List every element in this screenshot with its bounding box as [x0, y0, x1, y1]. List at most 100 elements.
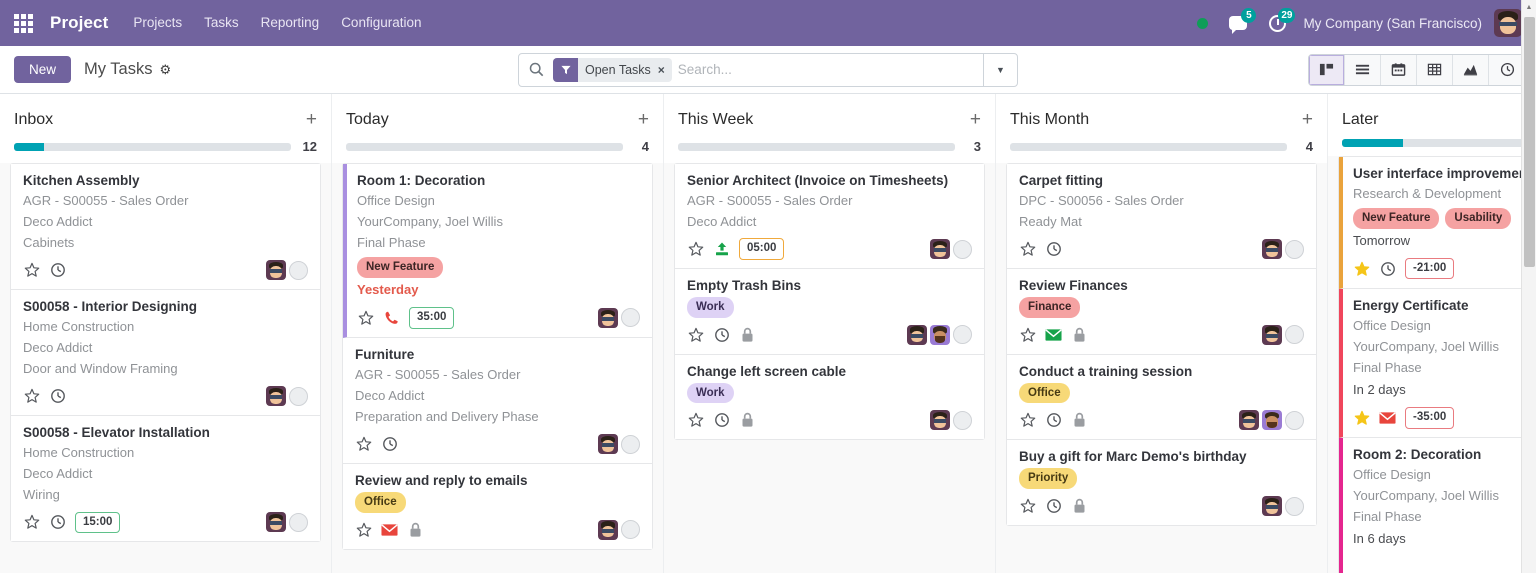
- column-add-button[interactable]: +: [637, 109, 649, 130]
- kanban-color-dot[interactable]: [1285, 410, 1304, 430]
- kanban-card[interactable]: Room 1: Decoration Office Design YourCompa…: [343, 164, 652, 338]
- star-icon[interactable]: [357, 309, 374, 326]
- kanban-card[interactable]: Review and reply to emails Office: [343, 464, 652, 549]
- star-icon[interactable]: [1019, 412, 1036, 429]
- avatar[interactable]: [1494, 9, 1522, 37]
- clock-icon[interactable]: [49, 514, 66, 531]
- kanban-card[interactable]: Carpet fitting DPC - S00056 - Sales Order…: [1007, 164, 1316, 270]
- close-icon[interactable]: ×: [657, 62, 665, 77]
- kanban-color-dot[interactable]: [289, 386, 308, 406]
- kanban-card[interactable]: Change left screen cable Work: [675, 354, 984, 440]
- nav-item-projects[interactable]: Projects: [133, 15, 183, 30]
- kanban-card[interactable]: S00058 - Elevator Installation Home Const…: [11, 416, 320, 542]
- avatar[interactable]: [1262, 496, 1282, 517]
- star-icon[interactable]: [687, 326, 704, 343]
- clock-icon[interactable]: [713, 326, 730, 343]
- view-kanban-button[interactable]: [1309, 54, 1345, 85]
- avatar[interactable]: [266, 512, 286, 533]
- tag[interactable]: Usability: [1445, 208, 1512, 229]
- time-badge[interactable]: 15:00: [75, 511, 121, 534]
- nav-item-configuration[interactable]: Configuration: [341, 15, 422, 30]
- kanban-card[interactable]: Energy Certificate Office Design YourCompa…: [1339, 288, 1536, 439]
- column-progress-bar[interactable]: [1342, 139, 1536, 147]
- clock-icon[interactable]: [381, 436, 398, 453]
- scroll-up-arrow[interactable]: ▲: [1525, 4, 1533, 11]
- tag[interactable]: Work: [687, 382, 734, 404]
- lock-icon[interactable]: [739, 412, 756, 429]
- tag[interactable]: Office: [355, 492, 406, 513]
- kanban-color-dot[interactable]: [289, 260, 308, 280]
- kanban-card[interactable]: User interface improvements Research & De…: [1339, 157, 1536, 289]
- star-icon[interactable]: [687, 412, 704, 429]
- clock-icon[interactable]: [1379, 260, 1396, 277]
- kanban-color-dot[interactable]: [953, 325, 972, 345]
- kanban-card[interactable]: Review Finances Finance: [1007, 269, 1316, 355]
- avatar[interactable]: [1262, 324, 1282, 345]
- lock-icon[interactable]: [739, 326, 756, 343]
- tag[interactable]: Office: [1019, 382, 1070, 404]
- tag[interactable]: Work: [687, 297, 734, 318]
- chevron-down-icon[interactable]: ▼: [983, 53, 1017, 86]
- phone-icon[interactable]: [383, 309, 400, 326]
- view-pivot-button[interactable]: [1417, 54, 1453, 85]
- company-menu[interactable]: My Company (San Francisco): [1303, 15, 1482, 31]
- kanban-color-dot[interactable]: [953, 239, 972, 259]
- tag[interactable]: New Feature: [357, 257, 444, 278]
- clock-icon[interactable]: [49, 262, 66, 279]
- kanban-card[interactable]: Conduct a training session Office: [1007, 354, 1316, 441]
- avatar[interactable]: [1239, 410, 1259, 431]
- avatar[interactable]: [266, 260, 286, 281]
- tag[interactable]: Priority: [1019, 468, 1078, 490]
- clock-icon[interactable]: [49, 388, 66, 405]
- column-progress-bar[interactable]: [678, 142, 955, 151]
- kanban-card[interactable]: S00058 - Interior Designing Home Construc…: [11, 290, 320, 417]
- clock-icon[interactable]: [713, 412, 730, 429]
- avatar[interactable]: [930, 239, 950, 260]
- nav-item-reporting[interactable]: Reporting: [260, 15, 320, 30]
- time-badge[interactable]: -21:00: [1405, 258, 1455, 280]
- view-list-button[interactable]: [1345, 54, 1381, 85]
- view-activity-button[interactable]: [1489, 54, 1525, 85]
- column-progress-bar[interactable]: [14, 142, 291, 151]
- avatar[interactable]: [598, 434, 618, 455]
- star-icon[interactable]: [1019, 498, 1036, 515]
- kanban-card[interactable]: Empty Trash Bins Work: [675, 269, 984, 355]
- mail-icon[interactable]: [1045, 326, 1062, 343]
- star-icon[interactable]: [1019, 241, 1036, 258]
- new-button[interactable]: New: [14, 56, 72, 83]
- kanban-color-dot[interactable]: [621, 308, 640, 328]
- kanban-color-dot[interactable]: [621, 434, 640, 454]
- avatar[interactable]: [598, 519, 618, 540]
- star-icon[interactable]: [23, 262, 40, 279]
- star-icon[interactable]: [1353, 260, 1370, 277]
- tag[interactable]: New Feature: [1353, 208, 1440, 229]
- star-icon[interactable]: [355, 521, 372, 538]
- view-graph-button[interactable]: [1453, 54, 1489, 85]
- time-badge[interactable]: 05:00: [739, 238, 785, 260]
- clock-icon[interactable]: [1045, 412, 1062, 429]
- time-badge[interactable]: -35:00: [1405, 407, 1455, 429]
- star-icon[interactable]: [23, 514, 40, 531]
- kanban-color-dot[interactable]: [1285, 239, 1304, 259]
- search-input[interactable]: [677, 62, 983, 77]
- apps-grid-icon[interactable]: [0, 0, 46, 46]
- search-facet-open-tasks[interactable]: Open Tasks ×: [553, 57, 672, 82]
- avatar[interactable]: [598, 307, 618, 328]
- clock-icon[interactable]: [1045, 498, 1062, 515]
- kanban-color-dot[interactable]: [621, 520, 640, 540]
- kanban-card[interactable]: Kitchen Assembly AGR - S00055 - Sales Ord…: [11, 164, 320, 291]
- clock-icon[interactable]: [1045, 241, 1062, 258]
- view-calendar-button[interactable]: [1381, 54, 1417, 85]
- star-icon[interactable]: [687, 241, 704, 258]
- avatar[interactable]: [266, 386, 286, 407]
- avatar[interactable]: [930, 324, 950, 345]
- mail-icon[interactable]: [1379, 410, 1396, 427]
- upload-icon[interactable]: [713, 241, 730, 258]
- lock-icon[interactable]: [1071, 412, 1088, 429]
- column-add-button[interactable]: +: [305, 109, 317, 130]
- avatar[interactable]: [907, 324, 927, 345]
- vertical-scrollbar[interactable]: ▲: [1521, 0, 1536, 573]
- lock-icon[interactable]: [1071, 326, 1088, 343]
- kanban-color-dot[interactable]: [1285, 496, 1304, 516]
- column-progress-bar[interactable]: [1010, 142, 1287, 151]
